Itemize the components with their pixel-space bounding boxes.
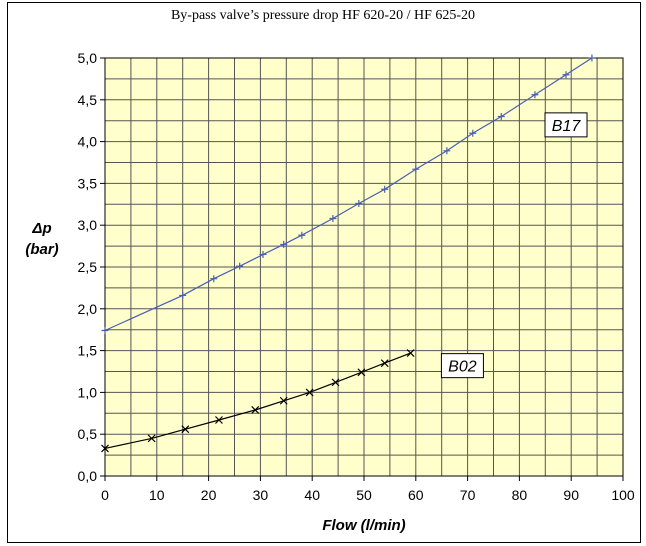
data-point-b02	[181, 425, 190, 434]
x-tick-label: 70	[460, 487, 476, 503]
x-tick-label: 30	[253, 487, 269, 503]
y-tick-label: 0,0	[78, 468, 98, 484]
x-tick-label: 50	[356, 487, 372, 503]
data-point-b02	[380, 359, 389, 368]
y-tick-label: 3,0	[78, 217, 98, 233]
data-point-b17	[259, 250, 267, 258]
y-tick-label: 2,5	[78, 259, 98, 275]
y-tick-label: 1,5	[78, 343, 98, 359]
data-point-b17	[381, 185, 389, 193]
data-point-b02	[101, 444, 109, 453]
data-point-b17	[469, 129, 477, 137]
chart-title: By-pass valve’s pressure drop HF 620-20 …	[170, 8, 476, 23]
y-axis-symbol: Δp	[31, 220, 51, 237]
data-point-b17	[280, 240, 288, 248]
x-tick-label: 40	[304, 487, 320, 503]
data-point-b17	[355, 199, 363, 207]
data-point-b02	[279, 396, 288, 405]
data-point-b02	[251, 406, 260, 414]
y-tick-label: 0,5	[78, 426, 98, 442]
x-tick-label: 0	[101, 487, 109, 503]
series-label-b17: B17	[552, 118, 582, 135]
y-tick-label: 3,5	[78, 175, 98, 191]
data-point-b17	[298, 231, 306, 239]
x-tick-label: 10	[149, 487, 165, 503]
data-point-b17	[588, 54, 596, 62]
data-point-b02	[305, 388, 314, 397]
data-point-b17	[210, 275, 218, 283]
x-tick-label: 20	[201, 487, 217, 503]
data-point-b17	[443, 147, 451, 155]
y-tick-label: 2,0	[78, 301, 98, 317]
data-point-b17	[101, 327, 109, 335]
data-point-b17	[179, 291, 187, 299]
x-tick-label: 60	[408, 487, 424, 503]
data-point-b17	[412, 165, 420, 173]
data-point-b02	[331, 378, 340, 387]
data-point-b02	[215, 416, 223, 424]
y-tick-label: 4,5	[78, 92, 98, 108]
data-point-b02	[406, 349, 415, 358]
series-label-box	[440, 353, 484, 379]
data-point-b02	[147, 434, 156, 443]
data-point-b17	[236, 262, 244, 270]
data-point-b02	[357, 368, 366, 377]
y-tick-label: 1,0	[78, 384, 98, 400]
series-label-b02: B02	[448, 359, 477, 376]
x-tick-label: 90	[563, 487, 579, 503]
data-point-b17	[562, 71, 570, 79]
x-tick-label: 100	[611, 487, 635, 503]
data-point-b17	[531, 91, 539, 99]
x-axis-title: Flow (l/min)	[322, 517, 405, 534]
x-tick-label: 80	[512, 487, 528, 503]
data-point-b17	[497, 113, 505, 121]
y-tick-label: 4,0	[78, 134, 98, 150]
data-point-b17	[329, 215, 337, 223]
y-axis-unit: (bar)	[25, 241, 58, 258]
series-label-box	[544, 112, 588, 138]
y-tick-label: 5,0	[78, 50, 98, 66]
